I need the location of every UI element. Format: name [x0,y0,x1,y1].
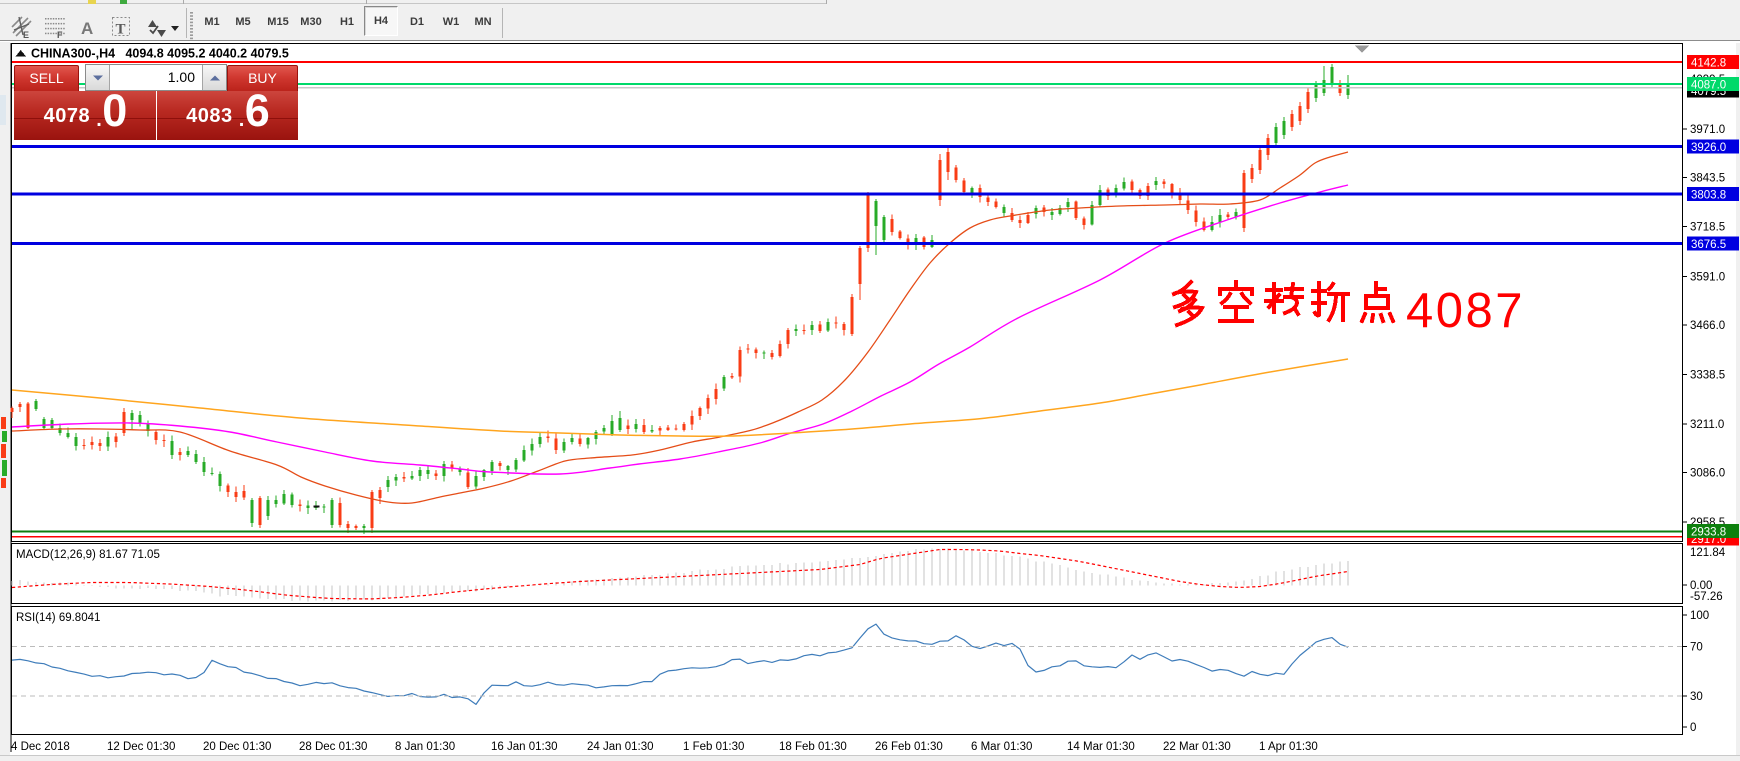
svg-text:4 Dec 2018: 4 Dec 2018 [11,741,70,753]
svg-text:MACD(12,26,9) 81.67 71.05: MACD(12,26,9) 81.67 71.05 [16,549,160,561]
svg-text:14 Mar 01:30: 14 Mar 01:30 [1067,741,1135,753]
svg-text:20 Dec 01:30: 20 Dec 01:30 [203,741,271,753]
svg-text:3843.5: 3843.5 [1690,173,1725,185]
svg-text:100: 100 [1690,610,1709,622]
svg-text:6 Mar 01:30: 6 Mar 01:30 [971,741,1032,753]
svg-text:E: E [23,30,29,40]
svg-text:CHINA300-,H4 4094.8 4095.2 4: CHINA300-,H4 4094.8 4095.2 4040.2 4079.5 [31,47,289,61]
svg-text:3338.5: 3338.5 [1690,369,1725,381]
svg-text:T: T [116,22,126,38]
svg-text:3466.0: 3466.0 [1690,320,1725,332]
svg-text:0.00: 0.00 [1690,580,1712,592]
svg-text:-57.26: -57.26 [1690,591,1723,603]
svg-text:3926.0: 3926.0 [1691,142,1726,154]
svg-text:24 Jan 01:30: 24 Jan 01:30 [587,741,654,753]
svg-text:8 Jan 01:30: 8 Jan 01:30 [395,741,455,753]
svg-text:1 Feb 01:30: 1 Feb 01:30 [683,741,744,753]
svg-text:A: A [81,19,93,38]
svg-text:0: 0 [1690,722,1696,734]
svg-text:3971.0: 3971.0 [1690,124,1725,136]
svg-text:3211.0: 3211.0 [1690,419,1724,431]
svg-text:26 Feb 01:30: 26 Feb 01:30 [875,741,943,753]
svg-text:3676.5: 3676.5 [1691,239,1726,251]
svg-text:28 Dec 01:30: 28 Dec 01:30 [299,741,367,753]
svg-text:3086.0: 3086.0 [1690,468,1725,480]
svg-text:2933.8: 2933.8 [1691,526,1726,538]
svg-text:F: F [57,30,63,40]
svg-text:30: 30 [1690,691,1703,703]
svg-text:1 Apr 01:30: 1 Apr 01:30 [1259,741,1318,753]
svg-text:18 Feb 01:30: 18 Feb 01:30 [779,741,847,753]
svg-text:4142.8: 4142.8 [1691,57,1726,69]
svg-text:12 Dec 01:30: 12 Dec 01:30 [107,741,175,753]
svg-text:3718.5: 3718.5 [1690,222,1725,234]
svg-text:3591.0: 3591.0 [1690,271,1725,283]
svg-text:16 Jan 01:30: 16 Jan 01:30 [491,741,558,753]
svg-text:4087: 4087 [1406,284,1525,338]
svg-text:70: 70 [1690,642,1703,654]
svg-text:RSI(14) 69.8041: RSI(14) 69.8041 [16,612,100,624]
svg-text:121.84: 121.84 [1690,547,1726,559]
svg-text:22 Mar 01:30: 22 Mar 01:30 [1163,741,1231,753]
svg-text:4087.0: 4087.0 [1691,79,1726,91]
svg-text:3803.8: 3803.8 [1691,189,1726,201]
